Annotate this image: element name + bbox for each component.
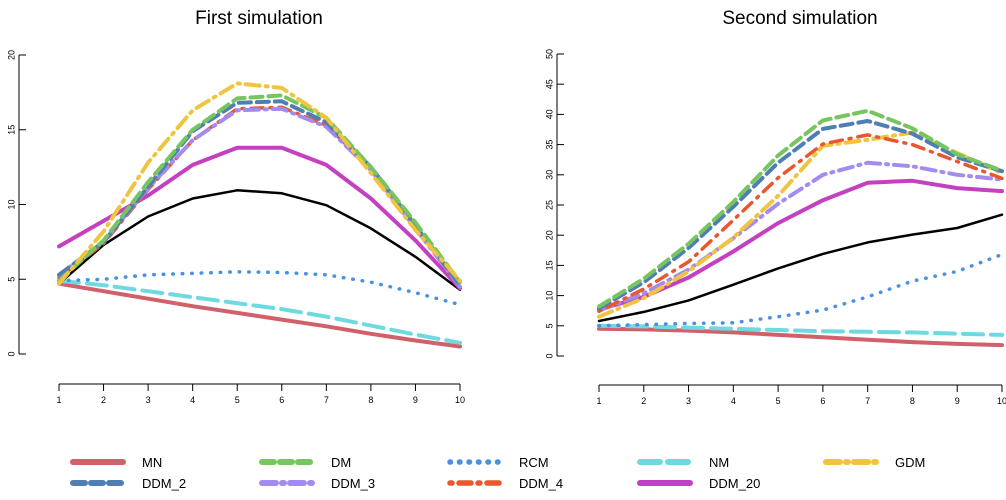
series-line-rcm [57,270,462,307]
y-tick-label: 40 [544,109,554,119]
series-line-ddm-3 [597,160,1004,313]
series-line-dm [597,108,1004,309]
x-tick-label: 6 [279,395,284,405]
x-tick-label: 7 [865,396,870,406]
y-tick-label: 0 [6,351,16,356]
legend-label-ddm-3: DDM_3 [331,476,375,491]
x-tick-label: 9 [955,396,960,406]
series-line-ddm-2 [597,119,1004,311]
series-line-gdm [57,81,462,286]
series-line-ddm-20 [597,178,1004,312]
y-tick-label: 5 [544,323,554,328]
series-line-black [597,213,1004,323]
legend-label-ddm-20: DDM_20 [709,476,760,491]
x-tick-label: 3 [686,396,691,406]
series-line-black [57,189,462,291]
x-tick-label: 1 [596,396,601,406]
legend-label-mn: MN [142,455,162,470]
series-line-mn [597,326,1004,348]
series-line-nm [57,278,462,345]
x-tick-label: 1 [56,395,61,405]
x-tick-label: 2 [101,395,106,405]
y-tick-label: 50 [544,49,554,59]
y-tick-label: 45 [544,79,554,89]
chart-title-second: Second simulation [722,8,877,29]
series-line-ddm-20 [57,145,462,291]
x-tick-label: 10 [997,396,1006,406]
series-line-nm [597,323,1004,337]
series-line-rcm [597,252,1004,328]
legend-label-gdm: GDM [895,455,925,470]
legend-label-dm: DM [331,455,351,470]
legend: MN DDM_2 DM DDM_3 RCM DDM_4 NM DDM_20 GDM [70,455,925,491]
y-tick-label: 15 [544,260,554,270]
x-tick-label: 3 [146,395,151,405]
x-tick-label: 4 [190,395,195,405]
y-tick-label: 15 [6,125,16,135]
legend-label-ddm-2: DDM_2 [142,476,186,491]
series-line-ddm-4 [57,105,462,289]
x-tick-label: 6 [820,396,825,406]
x-tick-label: 9 [413,395,418,405]
chart-panel-first: First simulation 0 5 10 15 20 1 2 3 4 5 6 7 8 9 10 [6,8,465,405]
y-tick-label: 5 [6,277,16,282]
y-tick-label: 10 [6,199,16,209]
series-line-mn [57,281,462,349]
series-line-ddm-3 [57,106,462,289]
y-tick-label: 30 [544,170,554,180]
series-line-dm [57,93,462,285]
series-line-ddm-4 [597,133,1004,314]
x-tick-label: 8 [368,395,373,405]
y-tick-label: 0 [544,353,554,358]
x-tick-label: 5 [776,396,781,406]
x-tick-label: 2 [641,396,646,406]
y-tick-label: 35 [544,140,554,150]
series-line-ddm-2 [57,99,462,288]
y-tick-label: 20 [544,230,554,240]
y-tick-label: 20 [6,50,16,60]
x-tick-label: 4 [731,396,736,406]
legend-label-rcm: RCM [519,455,549,470]
x-tick-label: 5 [235,395,240,405]
chart-title-first: First simulation [195,8,323,29]
x-tick-label: 7 [324,395,329,405]
y-tick-label: 25 [544,200,554,210]
y-tick-label: 10 [544,291,554,301]
legend-label-ddm-4: DDM_4 [519,476,563,491]
x-tick-label: 10 [455,395,465,405]
legend-label-nm: NM [709,455,729,470]
x-tick-label: 8 [910,396,915,406]
